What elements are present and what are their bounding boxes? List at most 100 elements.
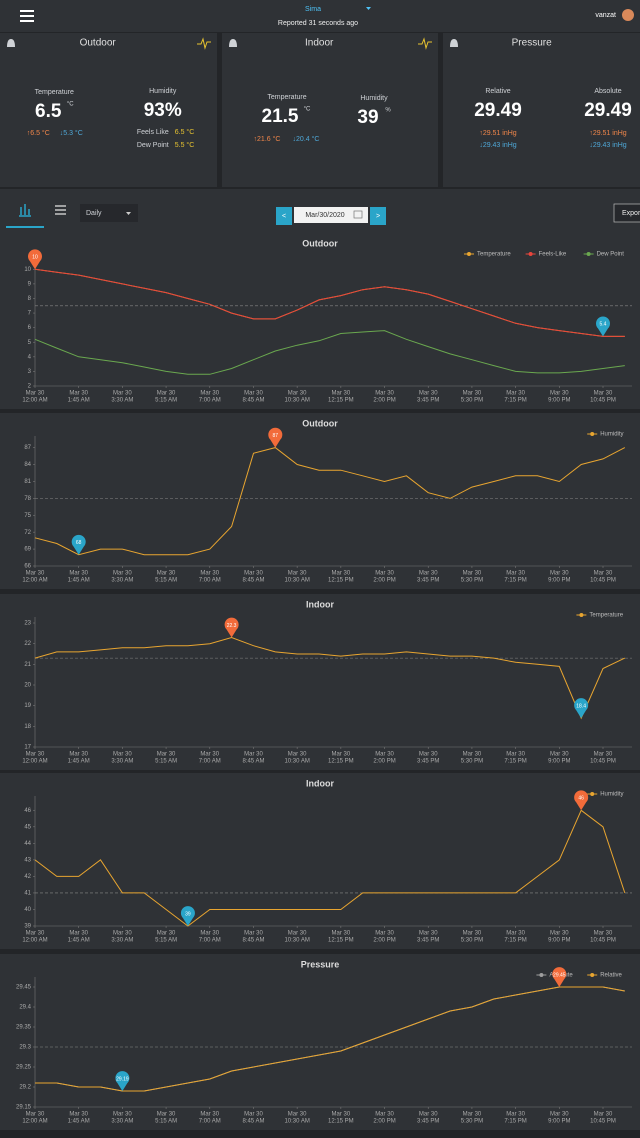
prev-button[interactable]: [276, 207, 292, 225]
x-tick-label: 8:45 AM: [242, 1119, 264, 1125]
y-tick-label: 87: [24, 445, 31, 451]
menu-icon[interactable]: [20, 10, 34, 22]
x-tick-label: 9:00 PM: [548, 938, 570, 944]
period-select[interactable]: [80, 204, 138, 222]
chart-title: Outdoor: [302, 238, 338, 248]
y-tick-label: 20: [24, 683, 31, 689]
pin-label: 46: [578, 796, 584, 802]
x-tick-date: Mar 30: [419, 752, 438, 758]
x-tick-label: 3:45 PM: [417, 578, 439, 584]
dew-point: 5.5 °C: [175, 141, 195, 149]
station-select[interactable]: Sima: [305, 6, 321, 13]
x-tick-date: Mar 30: [200, 391, 219, 397]
y-tick-label: 29.4: [19, 1005, 31, 1011]
y-tick-label: 42: [24, 874, 31, 880]
x-tick-date: Mar 30: [463, 391, 482, 397]
x-tick-label: 1:45 AM: [68, 1119, 90, 1125]
x-tick-label: 5:15 AM: [155, 398, 177, 404]
pin-label: 10: [32, 255, 38, 261]
x-tick-date: Mar 30: [463, 931, 482, 937]
x-tick-label: 7:00 AM: [199, 759, 221, 765]
x-tick-date: Mar 30: [375, 1112, 394, 1118]
chart-title: Indoor: [306, 778, 334, 788]
x-tick-date: Mar 30: [113, 752, 132, 758]
y-tick-label: 10: [24, 267, 31, 273]
feels-like: 6.5 °C: [175, 128, 195, 136]
x-tick-label: 3:45 PM: [417, 759, 439, 765]
pin-label: 29.19: [116, 1076, 129, 1082]
x-tick-label: 3:30 AM: [111, 938, 133, 944]
y-tick-label: 66: [24, 564, 31, 570]
x-tick-date: Mar 30: [332, 391, 351, 397]
legend-label: Temperature: [589, 613, 623, 619]
x-tick-date: Mar 30: [69, 752, 88, 758]
low: ↓20.4 °C: [293, 135, 320, 143]
next-button[interactable]: [370, 207, 386, 225]
y-tick-label: 84: [24, 462, 31, 468]
pin-marker: [224, 617, 239, 638]
y-tick-label: 44: [24, 841, 31, 847]
x-tick-label: 1:45 AM: [68, 759, 90, 765]
card-title: Indoor: [305, 38, 334, 49]
series-line: [34, 636, 626, 720]
date-input[interactable]: [294, 207, 368, 223]
x-tick-date: Mar 30: [506, 931, 525, 937]
chart-view-icon[interactable]: [19, 204, 31, 217]
x-tick-label: 12:15 PM: [328, 1119, 354, 1125]
x-tick-label: 3:30 AM: [111, 759, 133, 765]
x-tick-label: 12:00 AM: [22, 938, 47, 944]
export-button[interactable]: [613, 203, 640, 223]
x-tick-date: Mar 30: [375, 752, 394, 758]
x-tick-label: 3:30 AM: [111, 578, 133, 584]
chart-panel: [0, 773, 640, 949]
card: [443, 33, 640, 187]
x-tick-date: Mar 30: [244, 931, 263, 937]
x-tick-date: Mar 30: [26, 571, 45, 577]
user-name[interactable]: vanzat: [595, 12, 616, 19]
avatar[interactable]: [622, 9, 634, 21]
x-tick-label: 8:45 AM: [242, 398, 264, 404]
x-tick-label: 2:00 PM: [373, 938, 395, 944]
x-tick-date: Mar 30: [200, 752, 219, 758]
x-tick-date: Mar 30: [69, 391, 88, 397]
series-line: [34, 268, 625, 337]
card: [0, 33, 217, 187]
x-tick-date: Mar 30: [26, 1112, 45, 1118]
legend-label: Temperature: [477, 252, 511, 258]
legend-label: Humidity: [600, 432, 623, 438]
x-tick-label: 9:00 PM: [548, 398, 570, 404]
legend-dot: [590, 973, 595, 977]
x-tick-date: Mar 30: [594, 931, 613, 937]
menu-bar: [20, 10, 34, 12]
legend-dot: [467, 252, 471, 256]
x-tick-label: 7:15 PM: [504, 578, 526, 584]
legend-dot: [590, 792, 595, 796]
pin-marker: [552, 967, 567, 987]
x-tick-date: Mar 30: [69, 571, 88, 577]
pin-marker: [574, 790, 589, 811]
x-tick-date: Mar 30: [594, 752, 613, 758]
y-tick-label: 2: [28, 384, 32, 390]
y-tick-label: 6: [28, 325, 32, 331]
y-tick-label: 18: [24, 724, 31, 730]
y-tick-label: 7: [28, 311, 32, 317]
list-view-icon[interactable]: [55, 205, 66, 215]
value: 6.5: [35, 101, 62, 122]
x-tick-label: 10:45 PM: [590, 578, 616, 584]
x-tick-date: Mar 30: [550, 391, 569, 397]
y-tick-label: 29.25: [16, 1065, 32, 1071]
x-tick-label: 7:00 AM: [199, 1119, 221, 1125]
y-tick-label: 81: [24, 479, 31, 485]
x-tick-date: Mar 30: [244, 1112, 263, 1118]
x-tick-date: Mar 30: [113, 931, 132, 937]
series-line: [34, 330, 625, 375]
x-tick-label: 9:00 PM: [548, 578, 570, 584]
y-tick-label: 29.15: [16, 1105, 32, 1111]
x-tick-date: Mar 30: [375, 391, 394, 397]
calendar-icon: [353, 210, 363, 219]
x-tick-label: 5:15 AM: [155, 1119, 177, 1125]
y-tick-label: 29.35: [16, 1025, 32, 1031]
x-tick-date: Mar 30: [594, 1112, 613, 1118]
y-tick-label: 72: [24, 530, 31, 536]
